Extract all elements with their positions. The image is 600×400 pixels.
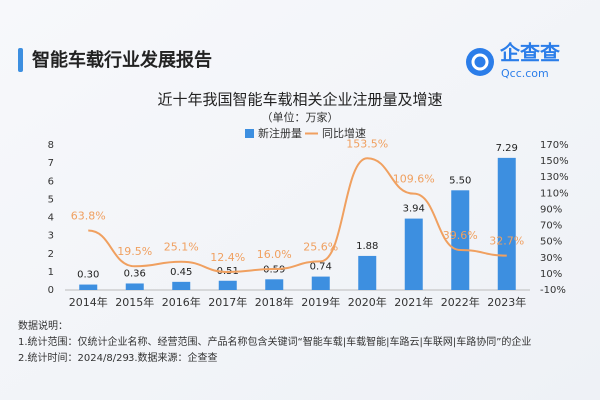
bar xyxy=(79,284,98,290)
logo-sub: Qcc.com xyxy=(501,67,549,80)
note-item: 2.统计时间：2024/8/29 xyxy=(18,351,129,364)
header-accent xyxy=(18,48,23,72)
bar-value-label: 0.30 xyxy=(77,270,99,281)
bar xyxy=(311,276,330,290)
x-tick-label: 2019年 xyxy=(301,295,340,309)
y2-tick-label: -10% xyxy=(540,285,566,296)
bar xyxy=(265,279,284,290)
y2-tick-label: 110% xyxy=(540,188,569,199)
x-tick-label: 2016年 xyxy=(162,295,201,309)
line-value-label: 16.0% xyxy=(257,248,292,261)
line-value-label: 25.6% xyxy=(303,240,338,253)
bar-value-label: 3.94 xyxy=(403,204,425,215)
y-tick-label: 1 xyxy=(48,267,54,278)
bar xyxy=(451,190,470,290)
notes-heading: 数据说明： xyxy=(18,319,68,332)
note-item: 3.数据来源：企查查 xyxy=(128,351,218,364)
y-tick-label: 0 xyxy=(48,285,54,296)
y2-tick-label: 70% xyxy=(540,221,562,232)
y-tick-label: 7 xyxy=(48,158,54,169)
bar xyxy=(358,255,377,290)
y-tick-label: 6 xyxy=(48,176,54,187)
x-tick-label: 2021年 xyxy=(394,295,433,309)
legend-label: 新注册量 xyxy=(258,126,302,140)
y-tick-label: 4 xyxy=(48,213,54,224)
bar xyxy=(404,218,423,290)
bar-value-label: 1.88 xyxy=(356,241,378,252)
line-value-label: 25.1% xyxy=(164,241,199,254)
line-value-label: 153.5% xyxy=(346,137,388,150)
legend-label: 同比增速 xyxy=(322,126,366,140)
logo-icon xyxy=(466,48,494,76)
bar-value-label: 0.36 xyxy=(124,268,146,279)
bar xyxy=(172,281,191,290)
x-tick-label: 2020年 xyxy=(348,295,387,309)
line-value-label: 32.7% xyxy=(489,235,524,248)
header-title: 智能车载行业发展报告 xyxy=(32,49,212,71)
bar xyxy=(218,280,237,290)
chart-subtitle: （单位：万家） xyxy=(262,110,339,124)
line xyxy=(88,157,507,273)
y2-tick-label: 50% xyxy=(540,237,562,248)
bar xyxy=(497,157,516,290)
line-value-label: 109.6% xyxy=(393,173,435,186)
x-tick-label: 2015年 xyxy=(115,295,154,309)
chart-title: 近十年我国智能车载相关企业注册量及增速 xyxy=(157,91,442,109)
note-item: 1.统计范围：仅统计企业名称、经营范围、产品名称包含关键词“智能车载|车载智能|… xyxy=(18,335,531,348)
y2-tick-label: 150% xyxy=(540,156,569,167)
y-tick-label: 3 xyxy=(48,231,54,242)
bar-value-label: 0.45 xyxy=(170,267,192,278)
y-tick-label: 5 xyxy=(48,194,54,205)
x-tick-label: 2022年 xyxy=(441,295,480,309)
bar-value-label: 0.74 xyxy=(310,262,332,273)
y2-tick-label: 130% xyxy=(540,172,569,183)
bar-value-label: 7.29 xyxy=(496,143,518,154)
y-tick-label: 2 xyxy=(48,249,54,260)
line-value-label: 39.6% xyxy=(443,229,478,242)
y2-tick-label: 90% xyxy=(540,204,562,215)
x-tick-label: 2018年 xyxy=(255,295,294,309)
y2-tick-label: 10% xyxy=(540,269,562,280)
line-value-label: 19.5% xyxy=(117,245,152,258)
x-tick-label: 2023年 xyxy=(487,295,526,309)
bar-value-label: 5.50 xyxy=(449,175,471,186)
y2-tick-label: 170% xyxy=(540,140,569,151)
legend-swatch xyxy=(245,129,254,138)
x-tick-label: 2014年 xyxy=(69,295,108,309)
logo-text: 企查查 xyxy=(499,41,560,65)
line-value-label: 12.4% xyxy=(210,251,245,264)
x-tick-label: 2017年 xyxy=(208,295,247,309)
y2-tick-label: 30% xyxy=(540,253,562,264)
bar xyxy=(125,283,144,290)
logo-icon-ring xyxy=(471,53,489,71)
line-value-label: 63.8% xyxy=(71,210,106,223)
y-tick-label: 8 xyxy=(48,140,54,151)
